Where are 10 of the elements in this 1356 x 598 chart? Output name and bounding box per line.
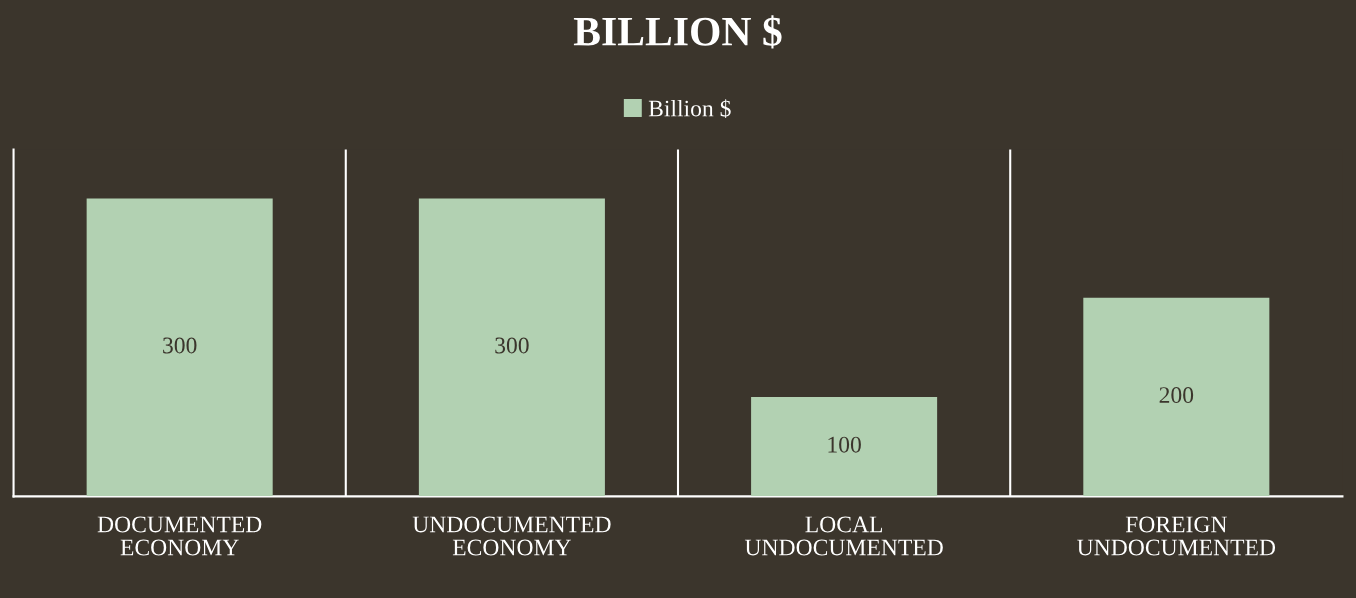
data-label: 300 <box>495 337 529 354</box>
data-label: 300 <box>163 337 197 354</box>
x-tick-label: UNDOCUMENTED ECONOMY <box>412 516 611 556</box>
data-label: 200 <box>1159 387 1194 404</box>
chart-title: BILLION $ <box>573 15 782 49</box>
legend-label: Billion $ <box>648 99 731 119</box>
x-tick-label: LOCAL UNDOCUMENTED <box>744 516 943 556</box>
data-label: 100 <box>828 436 861 453</box>
x-tick-label: FOREIGN UNDOCUMENTED <box>1077 516 1276 556</box>
x-tick-label: DOCUMENTED ECONOMY <box>97 516 262 556</box>
